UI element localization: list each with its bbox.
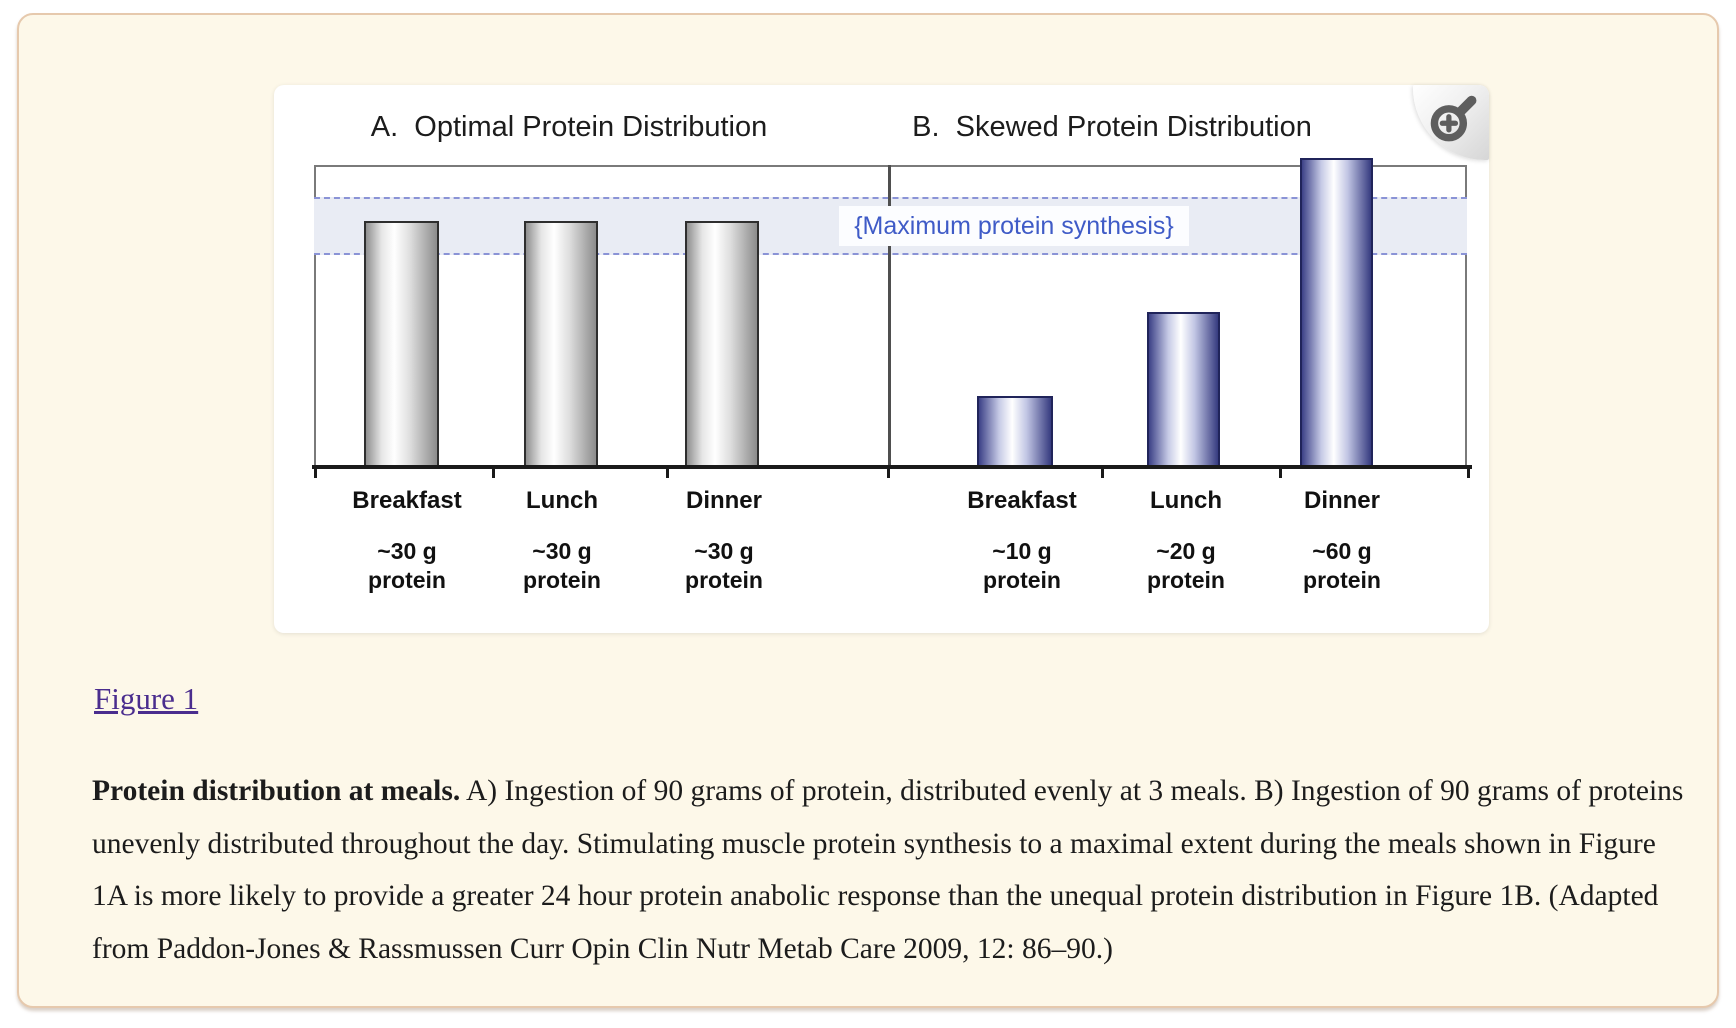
bar-a-lunch xyxy=(524,221,598,467)
zoom-in-button[interactable] xyxy=(1413,85,1489,160)
axis-tick xyxy=(492,469,495,478)
meal-label-b-dinner: Dinner ~60 g protein xyxy=(1303,487,1381,594)
figure-1-link[interactable]: Figure 1 xyxy=(94,681,199,716)
meal-label-a-dinner: Dinner ~30 g protein xyxy=(685,487,763,594)
magnifier-plus-icon xyxy=(1419,94,1483,151)
x-axis-line xyxy=(312,465,1472,469)
figure-caption: Protein distribution at meals. A) Ingest… xyxy=(92,765,1692,975)
bar-a-dinner xyxy=(685,221,759,467)
meal-label-a-breakfast: Breakfast ~30 g protein xyxy=(352,487,462,594)
max-protein-synthesis-label: {Maximum protein synthesis} xyxy=(839,206,1189,246)
axis-tick xyxy=(1467,469,1470,478)
panel-divider-line xyxy=(888,165,891,467)
bar-a-breakfast xyxy=(364,221,439,467)
figure-image-card[interactable]: A. Optimal Protein Distribution B. Skewe… xyxy=(274,85,1489,633)
meal-label-b-lunch: Lunch ~20 g protein xyxy=(1147,487,1225,594)
axis-tick xyxy=(314,469,317,478)
article-content-panel: A. Optimal Protein Distribution B. Skewe… xyxy=(17,13,1719,1008)
meal-label-b-breakfast: Breakfast ~10 g protein xyxy=(967,487,1077,594)
caption-body: A) Ingestion of 90 grams of protein, dis… xyxy=(92,775,1684,965)
bar-b-lunch xyxy=(1147,312,1220,467)
panel-b-title: B. Skewed Protein Distribution xyxy=(912,111,1312,143)
axis-tick xyxy=(666,469,669,478)
bar-b-breakfast xyxy=(977,396,1053,467)
meal-label-a-lunch: Lunch ~30 g protein xyxy=(523,487,601,594)
axis-tick xyxy=(1101,469,1104,478)
bar-b-dinner xyxy=(1300,158,1373,467)
caption-lead: Protein distribution at meals. xyxy=(92,775,461,807)
panel-a-title: A. Optimal Protein Distribution xyxy=(370,111,768,143)
axis-tick xyxy=(887,469,890,478)
axis-tick xyxy=(1279,469,1282,478)
